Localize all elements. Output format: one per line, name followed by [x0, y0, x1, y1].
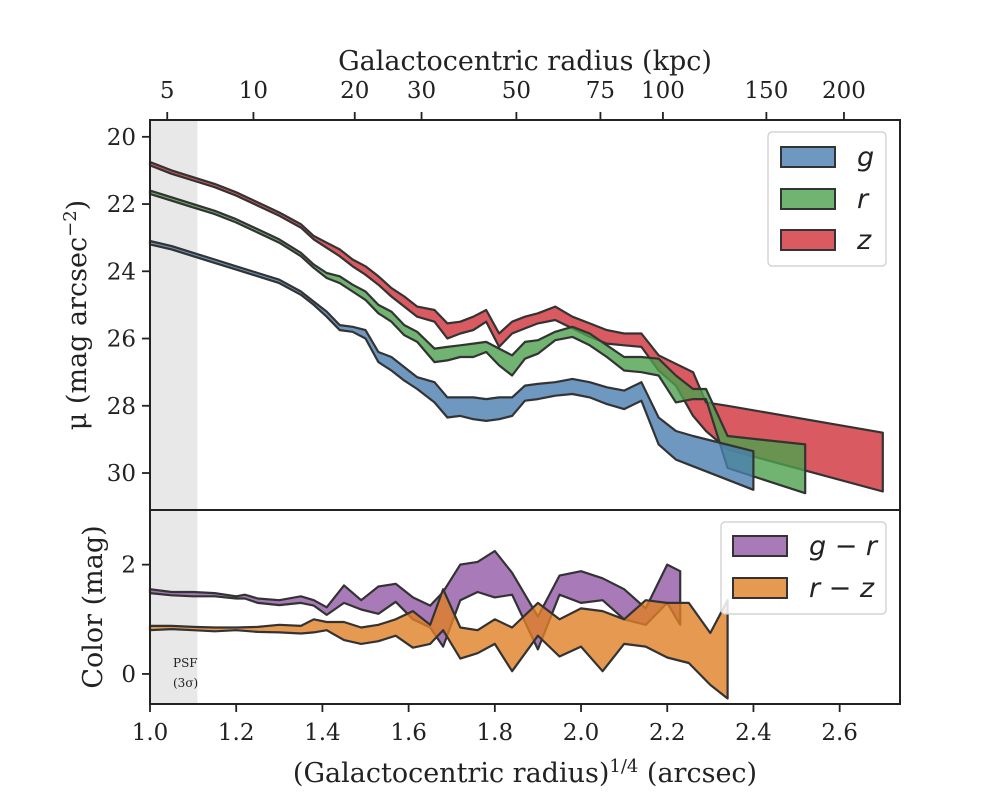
top-xtick-label: 20	[340, 78, 369, 104]
bottom-xtick-label: 2.2	[649, 720, 686, 746]
legend-label-r: r	[857, 184, 870, 215]
color-bands	[148, 549, 729, 700]
bottom-psf-shade	[150, 510, 198, 704]
top-xtick-label: 50	[502, 78, 531, 104]
band-r-minus-z	[148, 588, 729, 700]
bottom-ytick-label: 2	[121, 553, 136, 579]
legend-label-g: g	[857, 142, 874, 173]
top-ytick-label: 30	[107, 461, 136, 487]
top-legend: g r z	[767, 131, 887, 267]
top-xaxis-title: Galactocentric radius (kpc)	[338, 46, 712, 77]
xaxis-title: (Galactocentric radius)1/4 (arcsec)	[293, 756, 757, 789]
bottom-xtick-label: 2.0	[563, 720, 600, 746]
band-r	[148, 189, 807, 495]
band-g	[148, 239, 755, 491]
top-yaxis-title-sup: −2	[60, 210, 81, 237]
top-ytick-label: 22	[107, 192, 136, 218]
legend-label-z: z	[856, 225, 872, 256]
legend-label-r-minus-z: r − z	[809, 573, 875, 604]
top-xtick-label: 10	[239, 78, 268, 104]
top-ytick-label: 26	[107, 327, 136, 353]
top-xtick-label: 200	[822, 78, 866, 104]
psf-label-line1: PSF	[173, 656, 198, 670]
bottom-xtick-label: 1.4	[304, 720, 341, 746]
legend-swatch-z	[780, 229, 836, 251]
psf-label-line2: (3σ)	[173, 676, 198, 690]
surface-brightness-bands	[148, 160, 884, 495]
legend-swatch-r	[780, 188, 836, 210]
surface-brightness-panel: 20 22 24 26 28 30 5 10 20 30 50 75 100 150 200 μ (mag…	[60, 78, 901, 511]
legend-swatch-r-minus-z	[732, 577, 788, 599]
bottom-xtick-label: 2.6	[821, 720, 858, 746]
top-xtick-label: 75	[586, 78, 615, 104]
bottom-panel-frame	[149, 509, 901, 705]
top-xtick-label: 150	[744, 78, 788, 104]
legend-swatch-g	[780, 146, 836, 168]
bottom-xaxis-ticks: 1.0 1.2 1.4 1.6 1.8 2.0 2.2 2.4 2.6	[132, 704, 858, 746]
band-z	[148, 160, 884, 493]
bottom-legend: g − r r − z	[720, 521, 887, 615]
bottom-xtick-label: 1.6	[390, 720, 427, 746]
bottom-xtick-label: 1.8	[477, 720, 514, 746]
legend-swatch-g-minus-r	[732, 535, 788, 557]
top-yaxis-title: μ (mag arcsec−2)	[60, 200, 93, 430]
top-xaxis-ticks: 5 10 20 30 50 75 100 150 200	[160, 78, 866, 120]
top-psf-shade	[150, 120, 198, 510]
bottom-xtick-label: 2.4	[735, 720, 772, 746]
top-ytick-label: 20	[107, 125, 136, 151]
top-xtick-label: 5	[160, 78, 175, 104]
legend-label-g-minus-r: g − r	[809, 531, 879, 562]
bottom-xtick-label: 1.2	[218, 720, 255, 746]
bottom-ytick-label: 0	[121, 662, 136, 688]
top-ytick-label: 24	[107, 259, 136, 285]
top-ytick-label: 28	[107, 394, 136, 420]
top-xtick-label: 100	[641, 78, 685, 104]
xaxis-title-sup: 1/4	[609, 756, 638, 777]
top-yaxis-ticks: 20 22 24 26 28 30	[107, 125, 150, 487]
bottom-yaxis-ticks: 02	[121, 553, 150, 688]
color-panel: 02 1.0 1.2 1.4 1.6 1.8 2.0 2.2 2.4 2.6 Color (ma…	[78, 509, 901, 746]
bottom-yaxis-title: Color (mag)	[78, 525, 109, 688]
top-xtick-label: 30	[407, 78, 436, 104]
bottom-xtick-label: 1.0	[132, 720, 169, 746]
